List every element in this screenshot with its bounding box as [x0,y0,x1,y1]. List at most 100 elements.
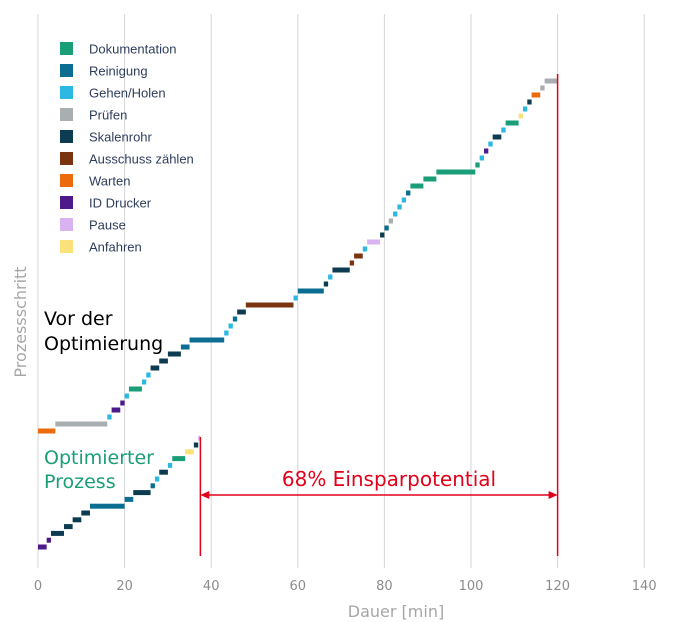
legend-swatch-ska [60,130,73,143]
savings-label: 68% Einsparpotential [282,467,496,491]
bar-s0-35-dok [410,183,424,189]
bar-s0-44-dok [505,120,519,126]
bar-s0-18-aus [245,302,294,308]
legend-label-rei: Reinigung [89,64,148,79]
bar-s1-10-geh [154,476,160,482]
bar-s0-0-war [38,428,56,434]
bar-s0-26-geh [362,246,368,252]
bar-s0-33-geh [401,197,407,203]
bar-s0-32-geh [397,204,402,210]
bar-s0-19-geh [293,295,298,301]
bar-s0-20-rei [297,288,324,294]
x-tick-100: 100 [459,579,484,594]
bar-s0-8-geh [146,372,151,378]
bar-s0-41-geh [488,141,493,147]
before-label-line1: Vor der [44,308,113,330]
bar-s1-11-ska [159,469,168,475]
x-tick-140: 140 [632,579,657,594]
legend-swatch-geh [60,86,73,99]
bar-s0-17-ska [237,309,246,315]
legend-swatch-aus [60,152,73,165]
legend-swatch-dok [60,42,73,55]
x-tick-120: 120 [545,579,570,594]
legend-label-idd: ID Drucker [89,196,152,211]
bar-s1-0-idd [38,544,47,550]
bar-s0-23-ska [332,267,350,273]
bar-s1-2-ska [50,530,64,536]
bar-s1-1-idd [46,537,51,543]
bar-s0-28-ska [380,232,385,238]
bar-s0-16-rei [232,316,238,322]
legend-label-dok: Dokumentation [89,42,176,57]
bar-s1-13-dok [172,456,186,462]
bar-s0-49-pru [540,85,545,91]
savings-arrow-head-right [548,491,558,499]
x-tick-0: 0 [34,579,42,594]
before-label-line2: Optimierung [44,333,163,355]
bar-s0-22-geh [328,274,333,280]
legend-swatch-war [60,174,73,187]
bar-s1-14-anf [185,449,194,455]
x-tick-60: 60 [290,579,307,594]
bar-s0-25-aus [354,253,363,259]
x-axis-label: Dauer [min] [348,602,444,621]
bar-s0-27-pau [367,239,381,245]
bar-s0-2-geh [107,414,112,420]
bar-s0-30-pru [388,218,394,224]
bar-s0-7-geh [141,379,147,385]
legend-label-pru: Prüfen [89,108,127,123]
bar-s1-4-ska [72,517,82,523]
bar-s0-29-rei [384,225,389,231]
bar-s0-12-rei [180,344,190,350]
end-markers [199,74,559,556]
bar-s0-4-idd [120,400,125,406]
bar-s1-9-rei [150,483,155,489]
bar-s1-5-ska [81,510,90,516]
bar-s0-46-geh [522,106,528,112]
bar-s0-47-ska [527,99,532,105]
legend-swatch-idd [60,196,73,209]
bar-s0-10-ska [159,358,168,364]
x-tick-labels: 0 20 40 60 80 100 120 140 [34,579,657,594]
bar-s0-39-geh [479,155,484,161]
bar-s0-31-geh [393,211,398,217]
bar-s0-13-rei [189,337,225,343]
x-tick-80: 80 [376,579,393,594]
bar-s0-14-geh [224,330,229,336]
bar-s0-37-dok [436,169,476,175]
legend-label-pau: Pause [89,218,126,233]
y-axis-label: Prozessschritt [11,266,30,377]
savings-arrow [200,491,558,499]
bar-s0-5-geh [124,393,129,399]
legend-swatch-rei [60,64,73,77]
bar-s0-24-aus [349,260,355,266]
bar-s0-38-dok [475,162,480,168]
x-tick-20: 20 [116,579,133,594]
x-tick-40: 40 [203,579,220,594]
legend-swatch-anf [60,240,73,253]
savings-arrow-head-left [200,491,210,499]
bar-s0-42-ska [492,134,502,140]
legend-label-geh: Gehen/Holen [89,86,166,101]
bar-s0-45-anf [518,113,523,119]
legend-label-war: Warten [89,174,130,189]
legend-label-aus: Ausschuss zählen [89,152,194,167]
bar-s1-8-ska [133,490,151,496]
bar-s0-36-dok [423,176,437,182]
after-label-line2: Prozess [44,471,116,493]
bar-s0-21-ska [323,281,329,287]
legend-label-anf: Anfahren [89,240,142,255]
bar-s1-16-pau [198,435,201,441]
bar-s1-3-ska [63,524,73,530]
legend-swatch-pru [60,108,73,121]
after-label-line1: Optimierter [44,447,154,469]
bar-s0-1-pru [55,421,108,427]
bar-s0-48-war [531,92,541,98]
bar-s1-7-rei [124,496,134,502]
bar-s0-34-rei [406,190,411,196]
bar-s0-3-idd [111,407,121,413]
bars-layer [38,78,558,550]
legend: Dokumentation Reinigung Gehen/Holen Prüfen S… [60,42,194,255]
bar-s0-40-idd [483,148,489,154]
